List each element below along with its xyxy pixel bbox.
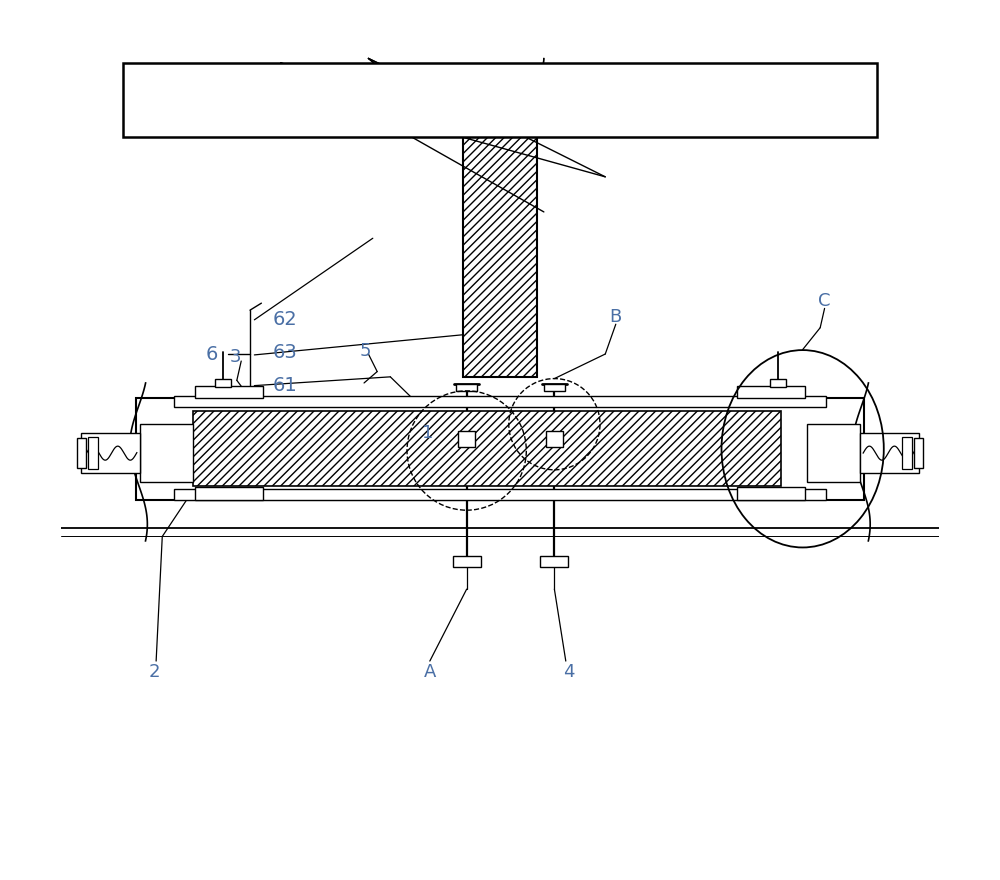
Text: 4: 4: [563, 664, 574, 681]
Text: 6: 6: [206, 345, 218, 363]
Bar: [215, 379, 231, 387]
Bar: [770, 379, 786, 387]
Text: 2: 2: [149, 664, 160, 681]
Bar: [123, 62, 877, 137]
Bar: [88, 437, 98, 469]
Text: 3: 3: [229, 348, 241, 366]
Bar: [540, 556, 568, 568]
Bar: [174, 396, 826, 407]
Bar: [807, 424, 860, 482]
Bar: [81, 433, 140, 473]
Bar: [737, 488, 805, 500]
Text: 62: 62: [273, 311, 297, 329]
Text: 5: 5: [360, 341, 372, 360]
Bar: [193, 411, 781, 487]
Bar: [456, 384, 477, 391]
Text: C: C: [818, 292, 831, 311]
Bar: [463, 137, 537, 377]
Text: 61: 61: [273, 376, 297, 395]
Bar: [914, 438, 923, 468]
Bar: [195, 386, 263, 398]
Text: 1: 1: [422, 424, 434, 442]
Bar: [546, 431, 563, 447]
Bar: [136, 398, 864, 500]
Bar: [77, 438, 86, 468]
Bar: [860, 433, 919, 473]
Text: 63: 63: [273, 343, 297, 362]
Bar: [453, 556, 481, 568]
Text: B: B: [610, 308, 622, 326]
Bar: [458, 431, 475, 447]
Bar: [195, 488, 263, 500]
Bar: [544, 384, 565, 391]
Bar: [902, 437, 912, 469]
Bar: [140, 424, 193, 482]
Bar: [174, 489, 826, 500]
Bar: [737, 386, 805, 398]
Text: A: A: [424, 664, 436, 681]
